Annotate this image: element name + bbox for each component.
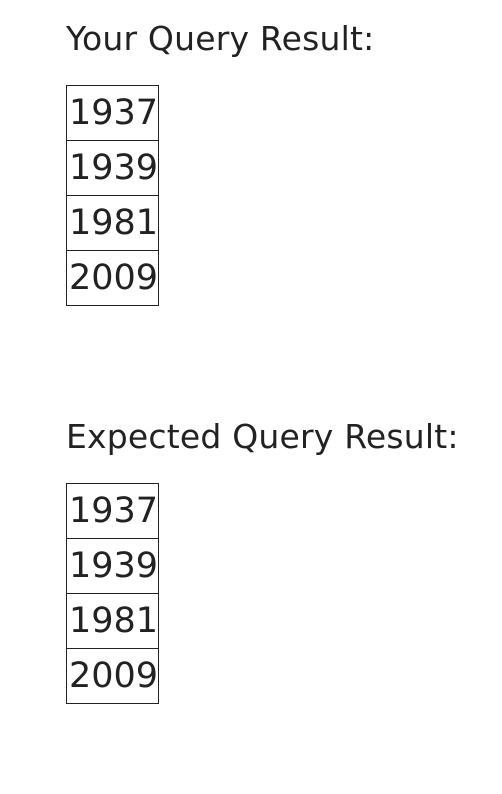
- table-cell: 1981: [65, 195, 160, 251]
- table-cell: 1939: [65, 538, 160, 594]
- table-row: 1981: [65, 593, 160, 649]
- your-query-result-section: Your Query Result: 1937 1939 1981 2009: [65, 18, 375, 306]
- table-row: 2009: [65, 250, 160, 306]
- your-query-result-heading: Your Query Result:: [66, 19, 375, 58]
- table-cell: 2009: [65, 648, 160, 704]
- table-row: 2009: [65, 648, 160, 704]
- your-query-result-table: 1937 1939 1981 2009: [65, 85, 160, 306]
- table-row: 1939: [65, 538, 160, 594]
- table-cell: 1937: [65, 483, 160, 539]
- table-cell: 1937: [65, 85, 160, 141]
- expected-query-result-heading: Expected Query Result:: [66, 417, 459, 456]
- expected-query-result-table: 1937 1939 1981 2009: [65, 483, 160, 704]
- table-row: 1981: [65, 195, 160, 251]
- table-cell: 2009: [65, 250, 160, 306]
- table-cell: 1981: [65, 593, 160, 649]
- table-row: 1937: [65, 483, 160, 539]
- expected-query-result-section: Expected Query Result: 1937 1939 1981 20…: [65, 416, 459, 704]
- table-row: 1939: [65, 140, 160, 196]
- table-row: 1937: [65, 85, 160, 141]
- table-cell: 1939: [65, 140, 160, 196]
